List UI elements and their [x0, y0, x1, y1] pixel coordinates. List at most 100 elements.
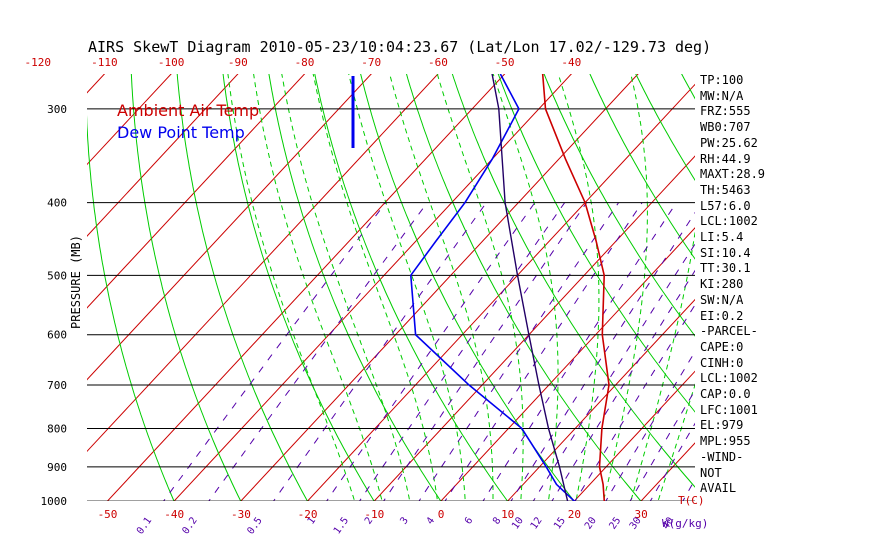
- bottom-temp-tick-label: -30: [231, 508, 251, 521]
- isotherm-line: [0, 0, 338, 517]
- mixing-ratio-tick-label: 3: [399, 515, 411, 526]
- isotherm-line: [826, 0, 870, 517]
- dry-adiabat-line: [779, 0, 870, 515]
- moist-adiabat-line: [348, 74, 466, 501]
- index-line: TP:100: [700, 73, 744, 87]
- pressure-tick-label: 800: [47, 422, 67, 435]
- isotherm-line: [106, 74, 506, 501]
- top-temp-tick-label: -60: [428, 56, 448, 69]
- mixing-ratio-tick-label: 8: [491, 515, 503, 526]
- mixing-ratio-line: [510, 211, 695, 501]
- mixing-ratio-line: [574, 303, 695, 501]
- mixing-ratio-line: [383, 202, 588, 501]
- bottom-temp-tick-label: -50: [98, 508, 118, 521]
- isotherm-line: [573, 370, 695, 501]
- dry-adiabat-line: [87, 114, 175, 501]
- index-line: NOT: [700, 465, 722, 480]
- mixing-ratio-line: [163, 202, 387, 501]
- isotherm-line: [87, 74, 439, 453]
- moist-adiabat-line: [281, 74, 411, 501]
- index-line: LCL:1002: [700, 214, 758, 229]
- dry-adiabat-line: [360, 74, 575, 501]
- top-temp-tick-label: -40: [561, 56, 581, 69]
- index-line: RH:44.9: [700, 151, 751, 166]
- mixing-ratio-tick-label: 12: [529, 515, 545, 531]
- dry-adiabat-line: [813, 0, 870, 515]
- isotherm-lines: [0, 0, 870, 517]
- mixing-ratio-line: [629, 389, 695, 501]
- mixing-ratio-line: [208, 202, 428, 501]
- top-temp-tick-label: -80: [295, 56, 315, 69]
- bottom-temp-tick-label: 0: [438, 508, 445, 521]
- mixing-ratio-unit-label: W(g/kg): [662, 517, 708, 530]
- moist-adiabat-line: [657, 383, 695, 501]
- dewpoint-line: [409, 74, 576, 501]
- dry-adiabat-line: [268, 74, 442, 501]
- dry-adiabat-line: [744, 0, 870, 515]
- isotherm-line: [507, 298, 695, 501]
- index-line: TT:30.1: [700, 261, 751, 276]
- moist-adiabat-line: [227, 74, 356, 501]
- mixing-ratio-tick-label: 20: [583, 515, 599, 531]
- index-line: SI:10.4: [700, 245, 751, 260]
- bottom-temp-tick-label: -40: [164, 508, 184, 521]
- ambient-temp-line: [541, 74, 610, 501]
- mixing-ratio-line: [358, 202, 566, 501]
- isobar-lines: [87, 108, 695, 501]
- pressure-tick-label: 400: [47, 197, 67, 210]
- dry-adiabat-lines: [87, 0, 870, 515]
- chart-title: AIRS SkewT Diagram 2010-05-23/10:04:23.6…: [88, 38, 711, 56]
- index-line: LI:5.4: [700, 230, 744, 244]
- moist-adiabat-line: [436, 74, 524, 501]
- moist-adiabat-lines: [227, 74, 695, 501]
- top-temp-tick-label: -70: [361, 56, 381, 69]
- dry-adiabat-line: [589, 74, 695, 260]
- index-line: CAP:0.0: [700, 387, 751, 401]
- mixing-ratio-lines: [163, 202, 695, 501]
- moist-adiabat-line: [389, 74, 494, 501]
- top-temp-tick-label: -90: [228, 56, 248, 69]
- dry-adiabat-line: [497, 74, 695, 413]
- moist-adiabat-line: [492, 74, 559, 501]
- isotherm-line: [87, 74, 239, 237]
- isotherm-line: [87, 74, 106, 94]
- y-axis-label: PRESSURE (MB): [69, 235, 83, 329]
- axis-labels: 1002003004005006007008009001000-120-110-…: [24, 56, 708, 537]
- legend-dewpoint: Dew Point Temp: [117, 123, 245, 142]
- dry-adiabat-line: [176, 74, 308, 501]
- isotherm-line: [440, 227, 695, 501]
- x-axis-unit-label: T(C): [678, 494, 705, 507]
- plot-area: [0, 0, 870, 517]
- index-line: KI:280: [700, 277, 744, 292]
- dry-adiabat-line: [635, 74, 695, 181]
- bottom-temp-tick-label: 30: [634, 508, 647, 521]
- isotherm-line: [0, 0, 271, 517]
- index-line: LCL:1002: [700, 371, 758, 386]
- mixing-ratio-tick-label: 0.1: [135, 515, 154, 536]
- mixing-ratio-line: [482, 202, 677, 501]
- dry-adiabat-line: [848, 0, 870, 515]
- mixing-ratio-line: [326, 202, 536, 501]
- index-line: AVAIL: [700, 481, 737, 496]
- dry-adiabat-line: [405, 74, 642, 501]
- legend-ambient: Ambient Air Temp: [117, 101, 259, 120]
- pressure-tick-label: 300: [47, 103, 67, 116]
- pressure-tick-label: 600: [47, 329, 67, 342]
- isotherm-line: [240, 74, 639, 501]
- mixing-ratio-line: [551, 269, 695, 501]
- pressure-tick-label: 700: [47, 379, 67, 392]
- dry-adiabat-line: [222, 74, 375, 501]
- bottom-temp-tick-label: 10: [501, 508, 514, 521]
- mixing-ratio-tick-label: 1.5: [332, 515, 351, 536]
- moist-adiabat-line: [630, 229, 695, 501]
- mixing-ratio-tick-label: 25: [607, 515, 623, 531]
- top-temp-tick-label: -100: [158, 56, 185, 69]
- index-line: MAXT:28.9: [700, 167, 766, 182]
- index-line: EL:979: [700, 418, 744, 433]
- moist-adiabat-line: [557, 74, 600, 501]
- bottom-temp-tick-label: -10: [364, 508, 384, 521]
- index-line: CAPE:0: [700, 339, 744, 354]
- bottom-temp-tick-label: 20: [568, 508, 581, 521]
- isotherm-line: [87, 74, 172, 166]
- pressure-tick-label: 1000: [41, 495, 68, 508]
